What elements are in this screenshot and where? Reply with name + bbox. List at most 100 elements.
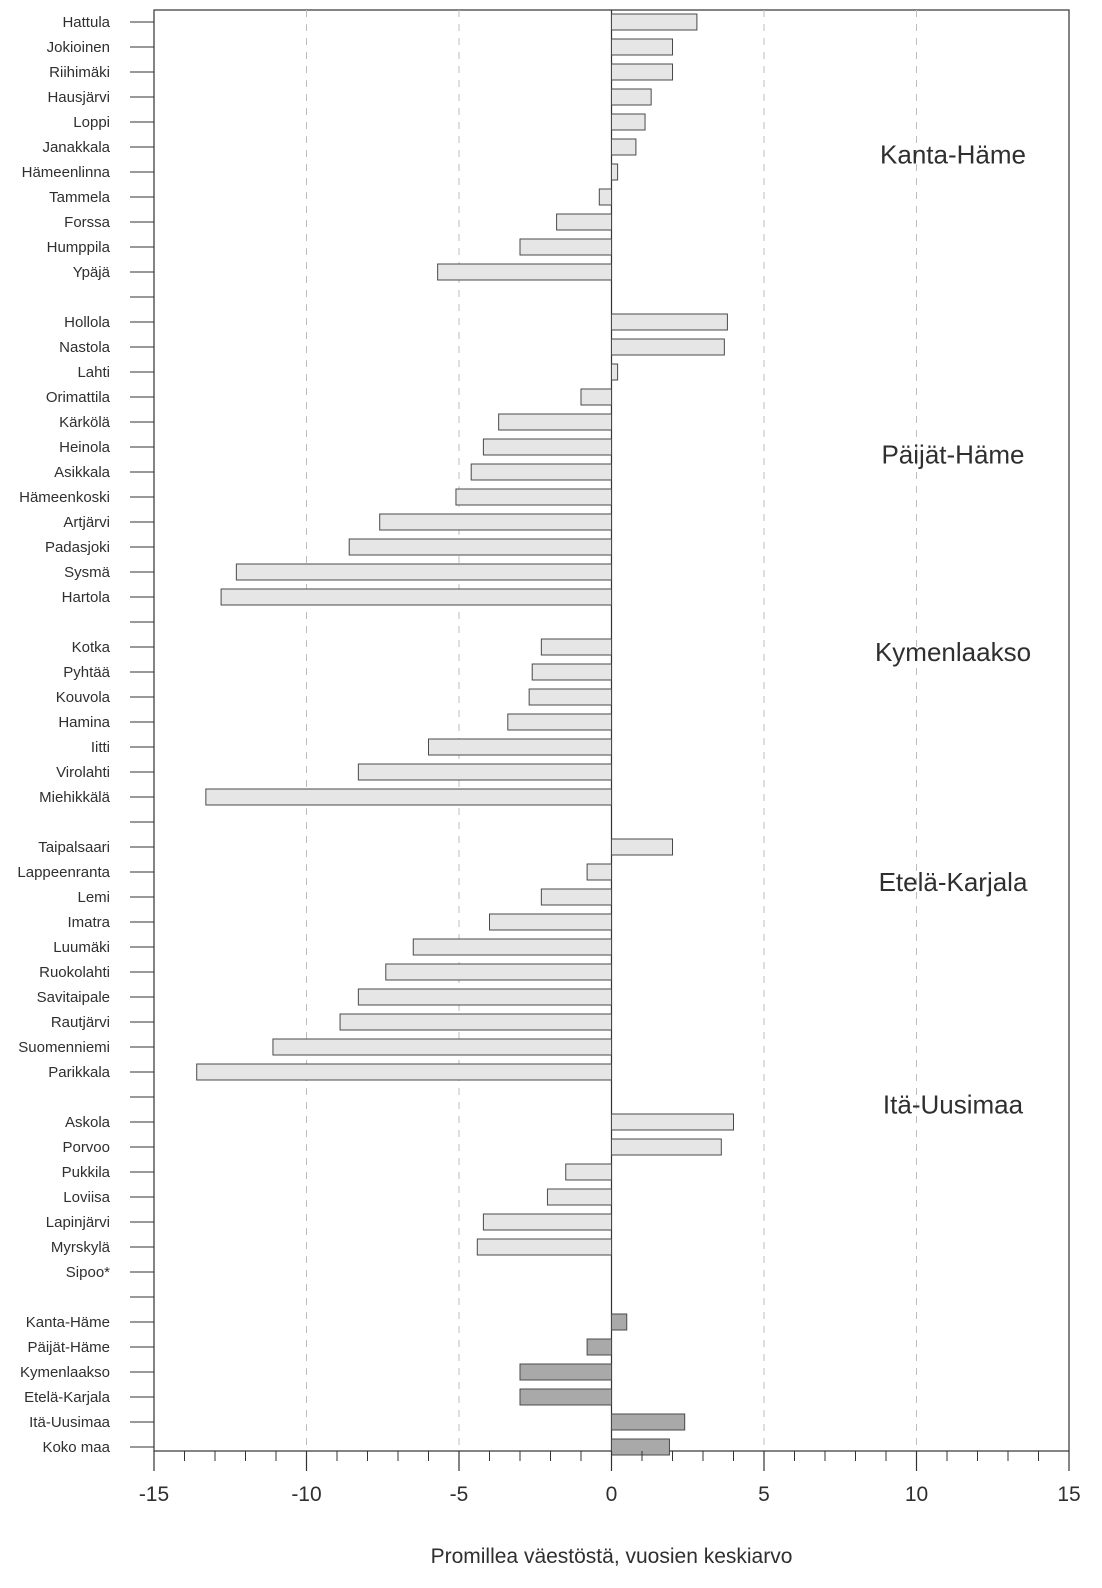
municipality-bar bbox=[611, 1113, 734, 1131]
municipality-bar bbox=[531, 663, 613, 681]
municipality-bar bbox=[385, 963, 612, 981]
municipality-bar bbox=[611, 313, 728, 331]
municipality-bar bbox=[196, 1063, 612, 1081]
category-label: Kärkölä bbox=[59, 414, 111, 431]
category-label: Hämeenlinna bbox=[22, 164, 111, 181]
municipality-bar bbox=[611, 163, 619, 181]
category-label: Kymenlaakso bbox=[20, 1364, 110, 1381]
category-label: Kotka bbox=[72, 639, 111, 656]
category-label: Padasjoki bbox=[45, 539, 110, 556]
municipality-bar bbox=[611, 113, 646, 131]
x-tick-label: 0 bbox=[606, 1483, 618, 1506]
region-bar bbox=[611, 1413, 686, 1431]
municipality-bar bbox=[437, 263, 612, 281]
municipality-bar bbox=[220, 588, 612, 606]
municipality-bar bbox=[611, 88, 652, 106]
category-label: Pyhtää bbox=[63, 664, 110, 681]
municipality-bar bbox=[428, 738, 612, 756]
category-label: Hausjärvi bbox=[47, 89, 110, 106]
region-annotation: Päijät-Häme bbox=[881, 440, 1024, 470]
municipality-bar bbox=[586, 863, 612, 881]
category-label: Pukkila bbox=[62, 1164, 111, 1181]
x-tick-label: -15 bbox=[139, 1483, 169, 1506]
municipality-bar bbox=[556, 213, 612, 231]
region-bar bbox=[586, 1338, 612, 1356]
category-label: Luumäki bbox=[53, 939, 110, 956]
category-label: Imatra bbox=[67, 914, 110, 931]
municipality-bar bbox=[498, 413, 612, 431]
municipality-bar bbox=[611, 63, 673, 81]
category-label: Savitaipale bbox=[37, 989, 110, 1006]
category-label: Suomenniemi bbox=[18, 1039, 110, 1056]
category-label: Jokioinen bbox=[47, 39, 110, 56]
municipality-bar bbox=[540, 638, 612, 656]
municipality-bar bbox=[546, 1188, 613, 1206]
municipality-bar bbox=[412, 938, 612, 956]
category-label: Lahti bbox=[77, 364, 110, 381]
category-label: Tammela bbox=[49, 189, 111, 206]
category-label: Kanta-Häme bbox=[26, 1314, 110, 1331]
category-label: Hämeenkoski bbox=[19, 489, 110, 506]
x-tick-label: 5 bbox=[758, 1483, 770, 1506]
municipality-bar bbox=[519, 238, 612, 256]
x-tick-label: -5 bbox=[450, 1483, 469, 1506]
municipality-bar bbox=[528, 688, 613, 706]
region-annotation: Etelä-Karjala bbox=[879, 867, 1028, 897]
municipality-bar bbox=[611, 138, 637, 156]
category-label: Hollola bbox=[64, 314, 111, 331]
municipality-bar bbox=[455, 488, 613, 506]
category-label: Asikkala bbox=[54, 464, 111, 481]
category-label: Päijät-Häme bbox=[27, 1339, 110, 1356]
municipality-bar bbox=[598, 188, 612, 206]
category-label: Orimattila bbox=[46, 389, 111, 406]
category-label: Rautjärvi bbox=[51, 1014, 110, 1031]
category-label: Ypäjä bbox=[73, 264, 111, 281]
x-tick-label: 10 bbox=[905, 1483, 928, 1506]
municipality-bar bbox=[611, 838, 673, 856]
municipality-bar bbox=[470, 463, 613, 481]
category-label: Artjärvi bbox=[63, 514, 110, 531]
municipality-bar bbox=[507, 713, 612, 731]
category-label: Lemi bbox=[77, 889, 110, 906]
category-label: Virolahti bbox=[56, 764, 110, 781]
x-axis-title: Promillea väestöstä, vuosien keskiarvo bbox=[431, 1545, 793, 1568]
category-label: Miehikkälä bbox=[39, 789, 111, 806]
municipality-bar bbox=[482, 1213, 612, 1231]
category-label: Itä-Uusimaa bbox=[29, 1414, 111, 1431]
category-label: Janakkala bbox=[42, 139, 110, 156]
municipality-bar bbox=[339, 1013, 612, 1031]
municipality-bar bbox=[611, 1138, 722, 1156]
category-label: Hamina bbox=[58, 714, 110, 731]
municipality-bar bbox=[476, 1238, 612, 1256]
category-label: Loviisa bbox=[63, 1189, 110, 1206]
category-label: Sysmä bbox=[64, 564, 111, 581]
category-label: Askola bbox=[65, 1114, 111, 1131]
x-tick-label: -10 bbox=[291, 1483, 321, 1506]
region-annotation: Kymenlaakso bbox=[875, 637, 1031, 667]
category-label: Lapinjärvi bbox=[46, 1214, 110, 1231]
municipality-bar bbox=[611, 363, 619, 381]
municipality-bar bbox=[357, 988, 612, 1006]
municipality-bar bbox=[611, 38, 673, 56]
category-label: Hartola bbox=[62, 589, 111, 606]
region-bar bbox=[611, 1438, 670, 1456]
category-label: Heinola bbox=[59, 439, 111, 456]
municipality-bar bbox=[565, 1163, 612, 1181]
municipality-bar bbox=[540, 888, 612, 906]
category-label: Riihimäki bbox=[49, 64, 110, 81]
municipality-bar bbox=[482, 438, 612, 456]
x-tick-label: 15 bbox=[1057, 1483, 1080, 1506]
category-label: Myrskylä bbox=[51, 1239, 111, 1256]
municipality-bar bbox=[379, 513, 613, 531]
region-bar bbox=[519, 1388, 612, 1406]
municipality-bar bbox=[272, 1038, 612, 1056]
category-label: Ruokolahti bbox=[39, 964, 110, 981]
category-label: Kouvola bbox=[56, 689, 111, 706]
category-label: Sipoo* bbox=[66, 1264, 110, 1281]
municipality-bar bbox=[611, 338, 725, 356]
category-label: Forssa bbox=[64, 214, 111, 231]
category-label: Nastola bbox=[59, 339, 111, 356]
municipality-bar bbox=[489, 913, 612, 931]
municipality-bar bbox=[357, 763, 612, 781]
